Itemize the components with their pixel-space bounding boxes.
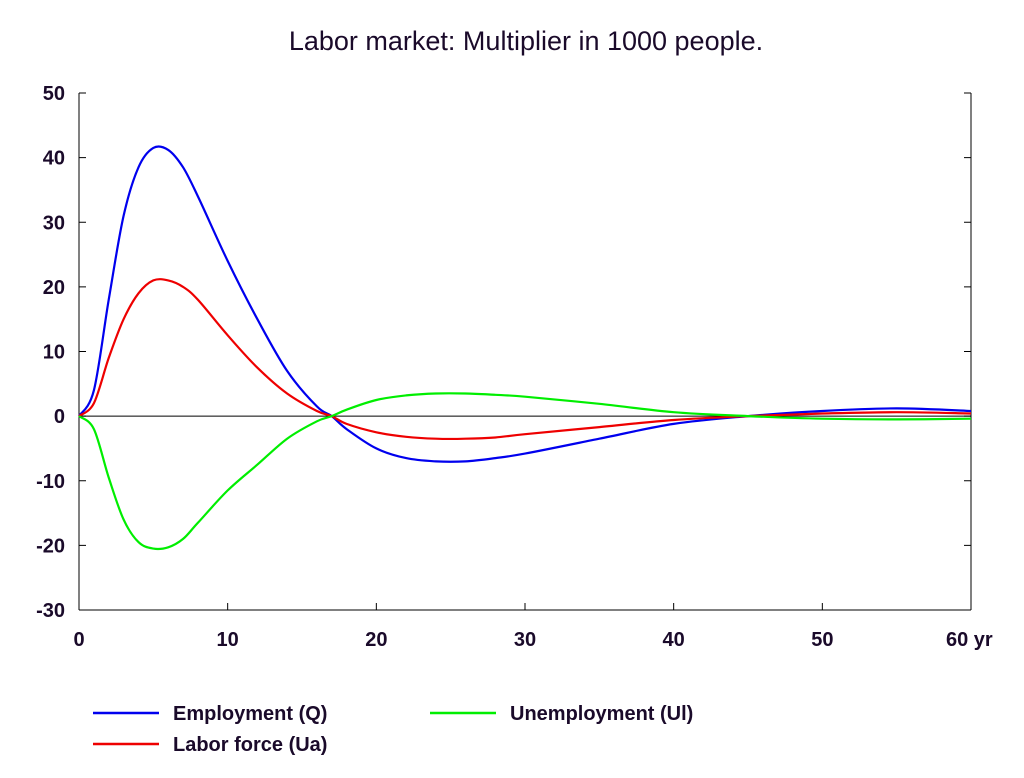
- chart-title: Labor market: Multiplier in 1000 people.: [289, 26, 763, 56]
- plot-frame: [78, 93, 972, 611]
- x-tick-label: 40: [663, 629, 685, 651]
- legend: Employment (Q) Labor force (Ua) Unemployme…: [93, 703, 693, 756]
- legend-label: Employment (Q): [173, 703, 327, 725]
- x-tick-label: 50: [811, 629, 833, 651]
- y-tick-label: 0: [54, 406, 65, 428]
- y-tick-label: 50: [43, 83, 65, 105]
- y-tick-label: -20: [36, 535, 65, 557]
- y-tick-label: -10: [36, 471, 65, 493]
- series-lines: [78, 145, 972, 551]
- axis-ticks: 50 40 30 20 10 0 -10 -20 -30 0 10 20 30 40 50 60 yr: [36, 83, 993, 651]
- series-line-unemployment: [78, 392, 972, 551]
- y-tick-label: -30: [36, 600, 65, 622]
- x-tick-label: 10: [217, 629, 239, 651]
- y-tick-label: 30: [43, 212, 65, 234]
- series-line-employment: [78, 145, 972, 463]
- x-tick-label: 0: [73, 629, 84, 651]
- legend-label: Labor force (Ua): [173, 734, 327, 756]
- x-tick-label: 30: [514, 629, 536, 651]
- y-tick-label: 40: [43, 148, 65, 170]
- legend-label: Unemployment (Ul): [510, 703, 693, 725]
- x-tick-label: 20: [365, 629, 387, 651]
- x-tick-label: 60 yr: [946, 629, 993, 651]
- y-tick-label: 20: [43, 277, 65, 299]
- y-tick-label: 10: [43, 342, 65, 364]
- series-line-labor-force: [78, 278, 972, 441]
